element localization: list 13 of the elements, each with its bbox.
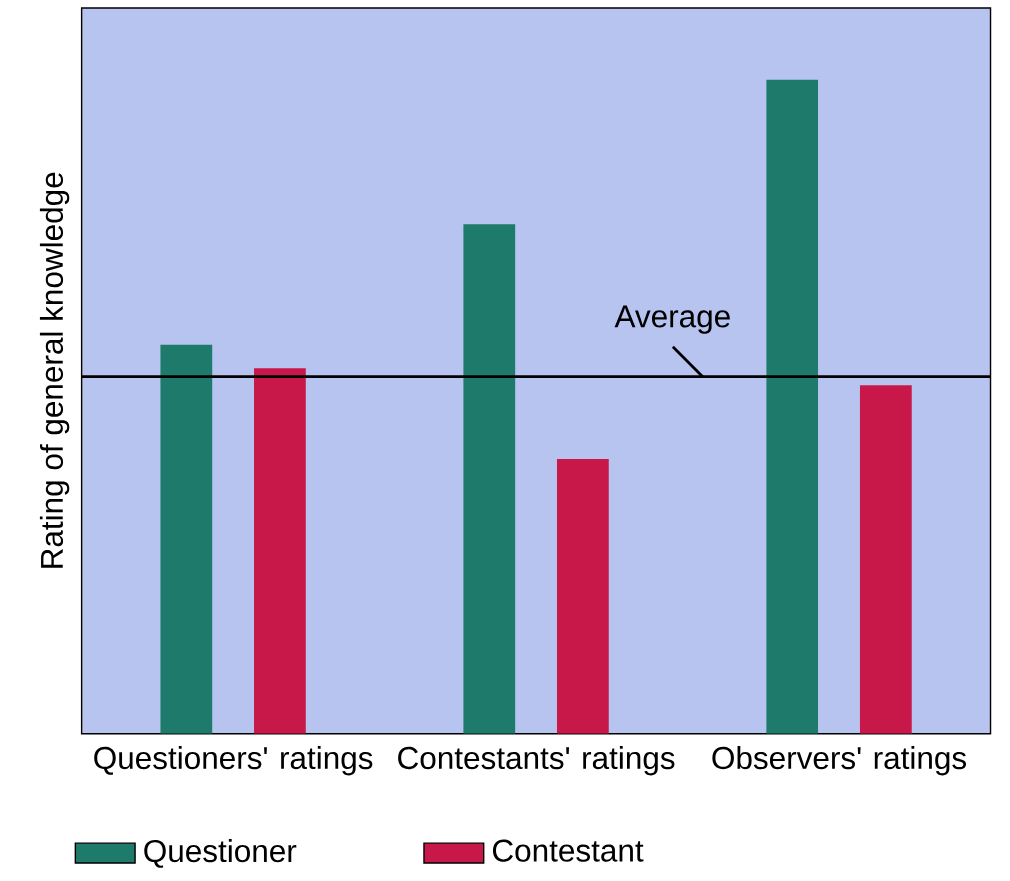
x-tick-label: Observers' ratings [712, 745, 966, 776]
x-tick-label: Contestants' ratings [398, 745, 675, 776]
legend-label: Questioner [144, 839, 297, 868]
bar [254, 368, 306, 734]
bar [766, 79, 819, 734]
y-axis-title: Rating of general knowledge [39, 172, 70, 568]
ref-line-label: Average [614, 305, 730, 334]
bar [160, 344, 213, 734]
legend-label: Contestant [492, 839, 644, 862]
x-tick-label: Questioners' ratings [94, 745, 373, 776]
bar [556, 459, 609, 734]
bar [859, 385, 912, 734]
bar [463, 224, 516, 734]
